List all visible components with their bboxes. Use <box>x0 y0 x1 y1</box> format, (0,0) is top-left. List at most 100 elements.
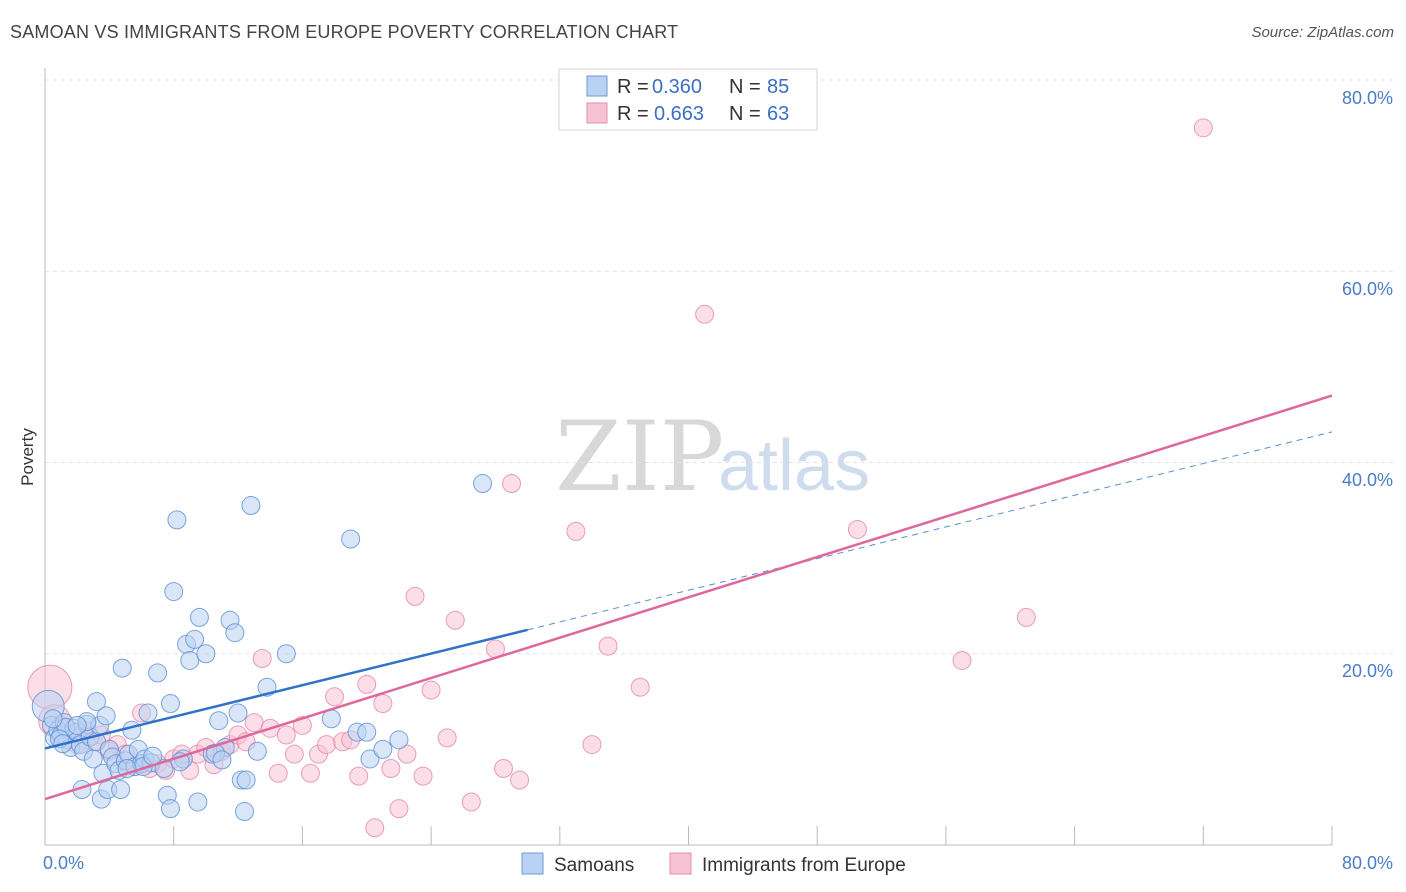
immigrants-point <box>349 766 369 786</box>
bottom-legend-swatch-immigrants <box>669 852 692 875</box>
series-legend: Samoans Immigrants from Europe <box>521 852 906 876</box>
samoans-point <box>189 607 209 627</box>
watermark-zip: ZIP <box>555 401 724 513</box>
samoans-point <box>212 750 232 770</box>
samoans-point <box>247 741 267 761</box>
series-samoans-points <box>31 474 493 822</box>
immigrants-point <box>630 677 650 697</box>
x-tick-label-min: 0.0% <box>43 853 84 873</box>
samoans-point <box>138 703 158 723</box>
samoans-point <box>180 650 200 670</box>
samoans-point <box>389 730 409 750</box>
immigrants-point <box>421 680 441 700</box>
immigrants-point <box>397 744 417 764</box>
y-tick-label-80: 80.0% <box>1342 88 1393 108</box>
samoans-point <box>236 770 256 790</box>
bottom-legend-swatch-samoans <box>521 852 544 875</box>
immigrants-point <box>566 521 586 541</box>
immigrants-point <box>502 474 522 494</box>
samoans-point <box>160 799 180 819</box>
immigrants-point <box>405 586 425 606</box>
immigrants-point <box>847 519 867 539</box>
samoans-point <box>373 739 393 759</box>
legend-n-value-1: 85 <box>767 76 789 98</box>
samoans-point <box>225 623 245 643</box>
y-tick-labels: 80.0% 60.0% 40.0% 20.0% <box>1342 88 1393 681</box>
immigrants-point <box>952 650 972 670</box>
gridlines <box>45 79 1395 655</box>
samoans-point <box>96 706 116 726</box>
immigrants-point <box>381 759 401 778</box>
immigrants-point <box>244 713 264 733</box>
samoans-point <box>234 802 254 822</box>
stats-legend: R = 0.360 N = 85 R = 0.663 N = 63 <box>558 68 818 131</box>
immigrants-point <box>268 763 288 783</box>
immigrants-point <box>510 770 530 790</box>
samoans-point <box>209 711 229 731</box>
source-label: Source: ZipAtlas.com <box>1251 24 1394 41</box>
legend-r-value-2: 0.663 <box>654 103 704 125</box>
samoans-point <box>473 474 493 494</box>
x-axis-ticks <box>173 826 1333 845</box>
immigrants-point <box>252 649 272 669</box>
immigrants-point <box>373 693 393 713</box>
samoans-point <box>357 722 377 742</box>
samoans-point <box>111 780 131 800</box>
immigrants-point <box>445 610 465 630</box>
immigrants-point <box>325 687 345 707</box>
samoans-point <box>188 792 208 812</box>
samoans-point <box>276 644 296 664</box>
samoans-point <box>164 582 184 602</box>
samoans-point <box>185 629 205 649</box>
x-tick-labels: 0.0% 80.0% <box>43 853 1393 873</box>
samoans-point <box>241 496 261 516</box>
immigrants-point <box>437 728 457 748</box>
x-tick-label-max: 80.0% <box>1342 853 1393 873</box>
legend-n-label-2: N = <box>729 103 761 125</box>
immigrants-point <box>276 725 296 745</box>
bottom-legend-samoans: Samoans <box>554 855 634 876</box>
bottom-legend-immigrants: Immigrants from Europe <box>702 855 906 876</box>
samoans-point <box>43 709 63 729</box>
legend-r-label-2: R = <box>617 103 649 125</box>
samoans-point <box>86 692 106 712</box>
legend-r-value-1: 0.360 <box>652 76 702 98</box>
watermark: ZIP atlas <box>555 401 870 513</box>
legend-n-value-2: 63 <box>767 103 789 125</box>
immigrants-trend-line <box>44 394 1333 801</box>
legend-n-label-1: N = <box>729 76 761 98</box>
samoans-point <box>122 720 142 740</box>
samoans-point <box>360 749 380 769</box>
legend-swatch-blue <box>586 75 608 97</box>
legend-r-label-1: R = <box>617 76 649 98</box>
samoans-point <box>167 510 187 530</box>
immigrants-point <box>284 744 304 764</box>
immigrants-point <box>413 766 433 786</box>
samoans-point <box>67 715 87 735</box>
immigrants-point <box>582 735 602 755</box>
samoans-point <box>112 658 132 678</box>
samoans-point <box>160 693 180 713</box>
samoans-point <box>228 703 248 723</box>
immigrants-point <box>317 735 337 755</box>
samoans-point <box>196 644 216 664</box>
trend-lines <box>44 394 1333 801</box>
immigrants-point <box>300 763 320 783</box>
immigrants-point <box>365 818 385 838</box>
legend-swatch-pink <box>586 102 608 124</box>
immigrants-point <box>493 759 513 778</box>
immigrants-point <box>1193 118 1213 138</box>
chart-title: SAMOAN VS IMMIGRANTS FROM EUROPE POVERTY… <box>10 22 679 42</box>
y-tick-label-20: 20.0% <box>1342 661 1393 681</box>
immigrants-point <box>461 792 481 812</box>
immigrants-point <box>1016 607 1036 627</box>
samoans-trend-line <box>44 628 528 750</box>
immigrants-point <box>357 674 377 694</box>
y-tick-label-40: 40.0% <box>1342 470 1393 490</box>
immigrants-point <box>389 799 409 819</box>
immigrants-point <box>695 304 715 324</box>
samoans-point <box>341 529 361 549</box>
samoans-point <box>148 663 168 683</box>
y-tick-label-60: 60.0% <box>1342 279 1393 299</box>
